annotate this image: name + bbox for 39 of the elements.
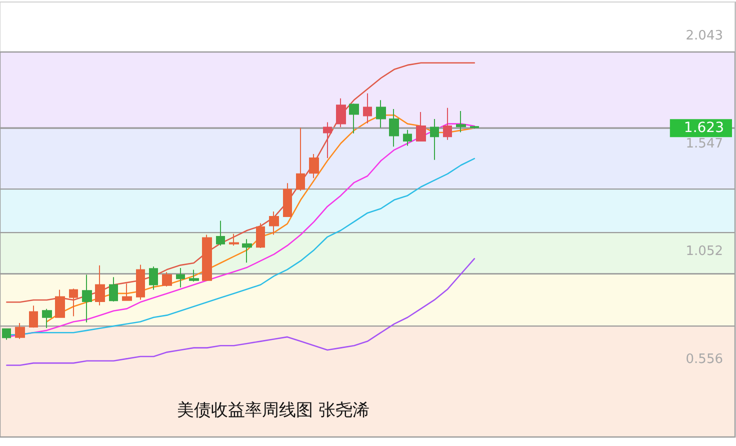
candlestick [15, 322, 25, 340]
candlestick [456, 110, 466, 133]
candlestick [29, 305, 38, 328]
candlestick [363, 92, 372, 124]
candlestick [269, 210, 279, 236]
candlestick [443, 107, 452, 140]
candlestick [389, 108, 399, 148]
candlestick [323, 122, 332, 159]
candlestick [189, 269, 199, 282]
candlestick [109, 276, 118, 302]
candlestick [296, 127, 305, 192]
candlestick [229, 233, 239, 246]
y-tick-label: 1.052 [686, 244, 723, 260]
y-tick-label: 0.556 [686, 352, 723, 368]
candlestick [2, 328, 11, 340]
candlestick [309, 154, 319, 179]
candlestick [256, 222, 265, 248]
text: 美债收益率周线图 张尧浠 [177, 400, 370, 420]
y-tick-label: 2.043 [686, 28, 723, 44]
candlestick [82, 274, 92, 323]
candlestick [162, 272, 172, 287]
line-series [6, 258, 476, 366]
candlestick [149, 266, 158, 290]
candlestick [216, 220, 225, 246]
candlestick [403, 129, 412, 146]
candlestick [202, 234, 212, 281]
candlestick [349, 103, 359, 134]
candlestick [470, 125, 479, 129]
candlestick [416, 112, 426, 142]
candlestick [176, 268, 185, 288]
candlestick [376, 100, 386, 128]
candlestick [336, 98, 346, 128]
candlestick [42, 308, 52, 329]
candlestick [283, 182, 292, 217]
candlestick [242, 238, 252, 264]
ref-line-label: 1.623 [684, 120, 724, 136]
y-tick-label: 1.547 [686, 136, 723, 152]
candlestick [136, 264, 145, 300]
candlestick [430, 118, 439, 160]
